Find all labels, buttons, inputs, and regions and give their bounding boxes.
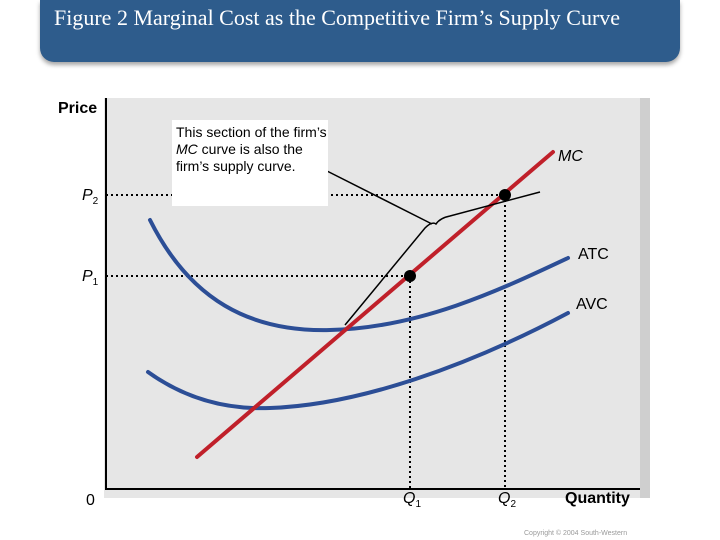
x-axis-label: Quantity [565, 490, 630, 507]
mc-label: MC [558, 148, 583, 165]
p2-letter: P [82, 187, 93, 204]
atc-label: ATC [578, 246, 609, 263]
callout-text-part1: This section of the firm’s [176, 124, 327, 140]
avc-label: AVC [576, 296, 608, 313]
figure-title: Figure 2 Marginal Cost as the Competitiv… [54, 5, 621, 30]
callout-pointer [324, 169, 433, 225]
price-label-p1: P1 [82, 268, 98, 288]
supply-section-brace [344, 191, 541, 326]
p2-subscript: 2 [92, 196, 99, 208]
price-label-p2: P2 [82, 187, 98, 207]
mc-curve [195, 150, 555, 459]
point-q2-p2 [499, 189, 511, 201]
quantity-label-q1: Q1 [403, 490, 421, 510]
quantity-label-q2: Q2 [498, 490, 516, 510]
title-bar [40, 0, 680, 62]
q1-letter: Q [403, 490, 416, 507]
callout-text-mc: MC [176, 141, 198, 157]
p1-letter: P [82, 268, 93, 285]
atc-curve [148, 218, 570, 333]
p1-subscript: 1 [92, 277, 99, 289]
supply-callout-box: This section of the firm’s MC curve is a… [172, 120, 328, 206]
q2-letter: Q [498, 490, 511, 507]
callout-text-part3: curve is also the firm’s supply curve. [176, 141, 303, 174]
q1-subscript: 1 [415, 499, 422, 511]
q2-subscript: 2 [510, 499, 517, 511]
plot-shadow-edge [640, 98, 650, 498]
copyright-notice: Copyright © 2004 South-Western [524, 530, 628, 537]
point-q1-p1 [404, 270, 416, 282]
avc-curve [146, 311, 570, 411]
y-axis-label: Price [58, 100, 98, 117]
origin-label: 0 [86, 492, 95, 509]
